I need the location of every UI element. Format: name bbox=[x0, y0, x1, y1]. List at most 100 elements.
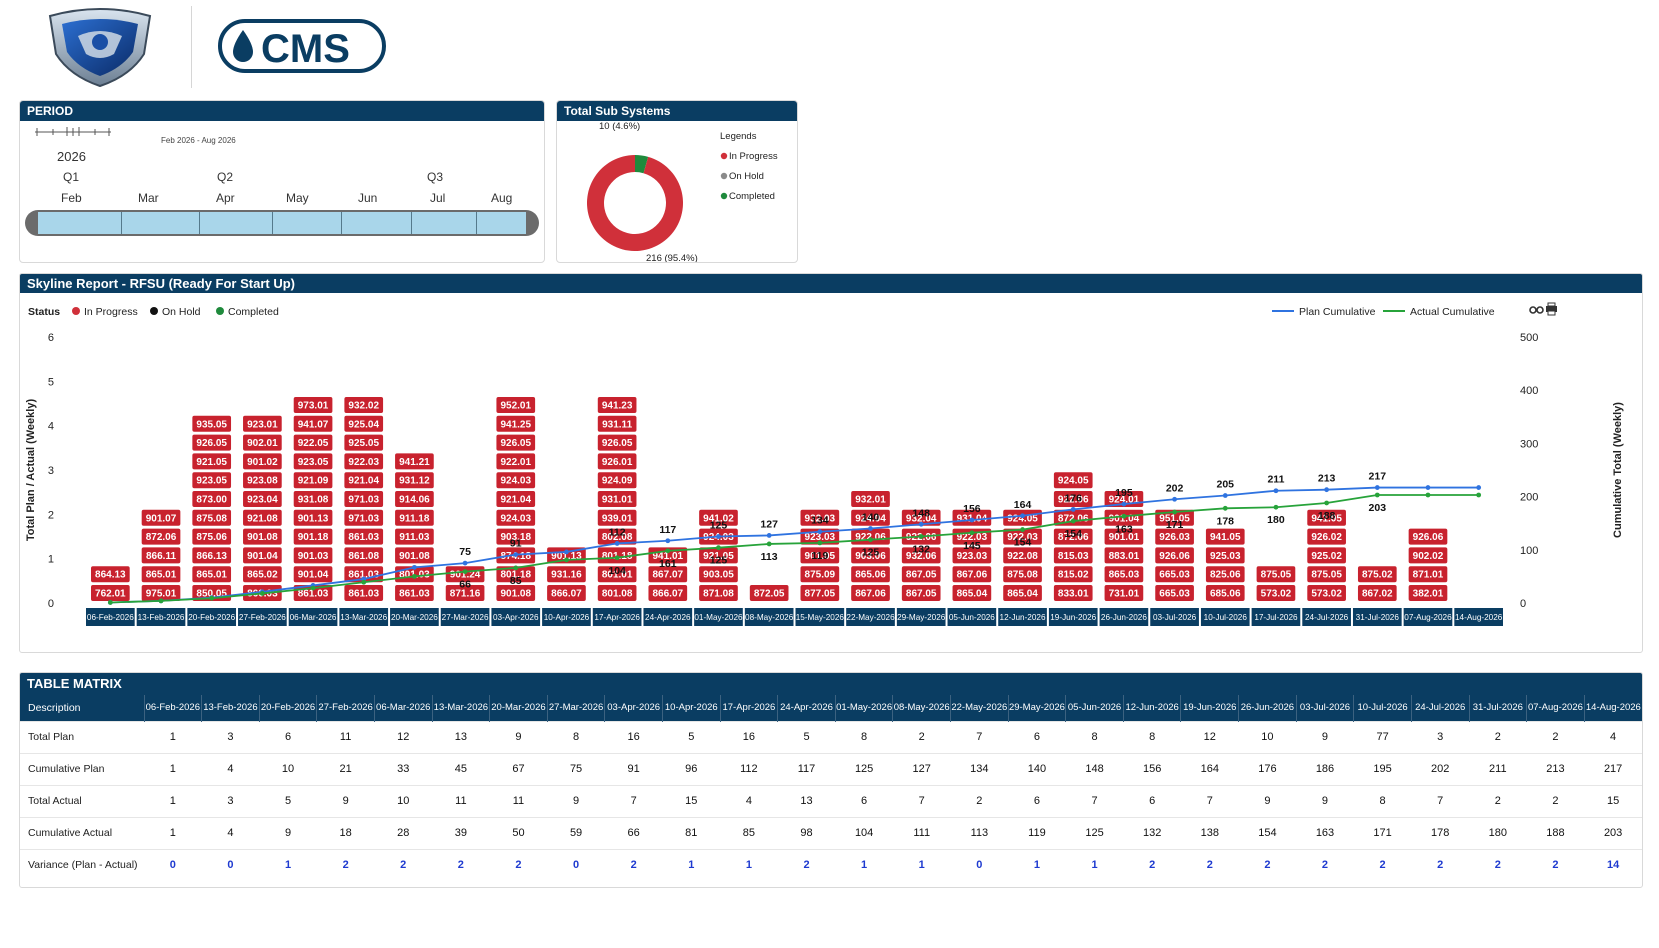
shield-logo-icon bbox=[48, 8, 152, 88]
column-header[interactable]: 29-May-2026 bbox=[1007, 695, 1066, 721]
table-cell: 217 bbox=[1584, 752, 1642, 785]
skyline-box-label: 921.04 bbox=[500, 495, 531, 506]
donut-label-completed: 10 (4.6%) bbox=[599, 121, 640, 132]
plan-point-label: 164 bbox=[1014, 499, 1032, 511]
skyline-box bbox=[141, 585, 181, 601]
series-point bbox=[513, 552, 519, 557]
column-header[interactable]: 05-Jun-2026 bbox=[1065, 695, 1124, 721]
timeline-month-mar[interactable] bbox=[122, 212, 200, 234]
row-label: Cumulative Plan bbox=[20, 752, 144, 785]
skyline-box-label: 573.02 bbox=[1311, 589, 1342, 600]
plan-point-label: 195 bbox=[1115, 487, 1133, 499]
skyline-box-label: 931.01 bbox=[602, 495, 633, 506]
series-point bbox=[564, 549, 569, 555]
skyline-box-label: 861.08 bbox=[348, 551, 379, 562]
x-tick-label: 20-Feb-2026 bbox=[188, 613, 235, 622]
skyline-box bbox=[1104, 528, 1144, 545]
column-header[interactable]: 03-Apr-2026 bbox=[604, 695, 663, 721]
table-cell: 178 bbox=[1411, 816, 1470, 849]
column-header[interactable]: 20-Mar-2026 bbox=[489, 695, 548, 721]
series-point bbox=[614, 541, 620, 546]
column-header[interactable]: 12-Jun-2026 bbox=[1122, 695, 1181, 721]
column-header[interactable]: 10-Apr-2026 bbox=[661, 695, 721, 721]
skyline-box-label: 801.18 bbox=[500, 570, 531, 581]
table-cell: 111 bbox=[892, 816, 951, 849]
y2-tick-label: 500 bbox=[1520, 332, 1538, 344]
skyline-box-label: 866.11 bbox=[146, 551, 176, 562]
table-cell: 154 bbox=[1238, 816, 1297, 849]
column-header[interactable]: 19-Jun-2026 bbox=[1180, 695, 1239, 721]
sub-systems-panel: Total Sub Systems 10 (4.6%) 216 (95.4%) Le… bbox=[556, 100, 798, 263]
column-header[interactable]: 27-Mar-2026 bbox=[546, 695, 605, 721]
skyline-box-label: 923.03 bbox=[957, 551, 988, 562]
series-point bbox=[1121, 501, 1127, 507]
column-header[interactable]: 27-Feb-2026 bbox=[316, 695, 375, 721]
timeline-month-jul[interactable] bbox=[412, 212, 477, 234]
table-cell: 9 bbox=[1296, 720, 1354, 753]
column-header[interactable]: 07-Aug-2026 bbox=[1526, 695, 1585, 721]
skyline-box-label: 901.08 bbox=[399, 551, 430, 562]
series-point bbox=[918, 534, 924, 539]
x-tick-label: 19-Jun-2026 bbox=[1050, 613, 1096, 622]
x-category-box bbox=[1099, 608, 1149, 626]
table-cell: 66 bbox=[604, 816, 663, 849]
column-header[interactable]: 24-Apr-2026 bbox=[777, 695, 836, 721]
skyline-box bbox=[192, 453, 232, 470]
column-header[interactable]: 06-Feb-2026 bbox=[143, 695, 202, 721]
column-header[interactable]: 20-Feb-2026 bbox=[258, 695, 317, 721]
table-cell: 8 bbox=[1123, 720, 1181, 753]
skyline-box-label: 926.05 bbox=[500, 438, 531, 449]
skyline-box bbox=[547, 585, 586, 601]
x-category-box bbox=[744, 608, 794, 626]
table-cell: 132 bbox=[1123, 816, 1181, 849]
table-cell: 1 bbox=[144, 720, 202, 753]
mini-range-slider[interactable] bbox=[33, 125, 113, 137]
column-header[interactable]: 17-Apr-2026 bbox=[719, 695, 778, 721]
column-header-description[interactable]: Description bbox=[20, 695, 144, 721]
timeline-month-jun[interactable] bbox=[342, 212, 412, 234]
skyline-box bbox=[699, 547, 738, 564]
status-legend-item: Completed bbox=[228, 306, 279, 318]
timeline-month-apr[interactable] bbox=[200, 212, 273, 234]
column-header[interactable]: 13-Feb-2026 bbox=[201, 695, 260, 721]
skyline-box bbox=[344, 415, 384, 432]
skyline-box bbox=[1307, 509, 1346, 526]
actual-point-label: 171 bbox=[1166, 519, 1184, 531]
timeline-month-aug[interactable] bbox=[477, 212, 526, 234]
timeline-month-feb[interactable] bbox=[38, 212, 122, 234]
skyline-box bbox=[1357, 566, 1397, 583]
table-cell: 96 bbox=[662, 752, 721, 785]
legend-dot bbox=[720, 152, 728, 160]
skyline-box bbox=[496, 434, 536, 451]
skyline-box bbox=[496, 585, 536, 601]
y2-tick-label: 0 bbox=[1520, 598, 1526, 610]
skyline-box bbox=[496, 566, 536, 583]
x-tick-label: 10-Apr-2026 bbox=[544, 613, 590, 622]
skyline-box-label: 861.03 bbox=[399, 589, 430, 600]
skyline-box bbox=[344, 453, 384, 470]
table-cell: 15 bbox=[1584, 784, 1642, 817]
skyline-box bbox=[952, 547, 992, 564]
column-header[interactable]: 26-Jun-2026 bbox=[1238, 695, 1297, 721]
table-cell: 21 bbox=[316, 752, 375, 785]
actual-point-label: 119 bbox=[811, 550, 828, 562]
skyline-box bbox=[243, 547, 282, 564]
column-header[interactable]: 31-Jul-2026 bbox=[1468, 695, 1527, 721]
column-header[interactable]: 08-May-2026 bbox=[892, 695, 951, 721]
column-header[interactable]: 06-Mar-2026 bbox=[373, 695, 433, 721]
timeline-month-may[interactable] bbox=[273, 212, 342, 234]
skyline-box-label: 875.05 bbox=[1261, 570, 1292, 581]
column-header[interactable]: 03-Jul-2026 bbox=[1295, 695, 1354, 721]
column-header[interactable]: 13-Mar-2026 bbox=[431, 695, 490, 721]
table-cell: 2 bbox=[777, 848, 836, 881]
column-header[interactable]: 22-May-2026 bbox=[950, 695, 1009, 721]
skyline-box-label: 815.02 bbox=[1058, 570, 1089, 581]
column-header[interactable]: 01-May-2026 bbox=[834, 695, 893, 721]
skyline-box bbox=[1307, 528, 1346, 545]
skyline-box-label: 925.05 bbox=[348, 438, 379, 449]
column-header[interactable]: 24-Jul-2026 bbox=[1410, 695, 1470, 721]
period-timeline-slider[interactable] bbox=[25, 210, 539, 236]
column-header[interactable]: 10-Jul-2026 bbox=[1353, 695, 1412, 721]
column-header[interactable]: 14-Aug-2026 bbox=[1583, 695, 1642, 721]
x-category-box bbox=[896, 608, 946, 626]
